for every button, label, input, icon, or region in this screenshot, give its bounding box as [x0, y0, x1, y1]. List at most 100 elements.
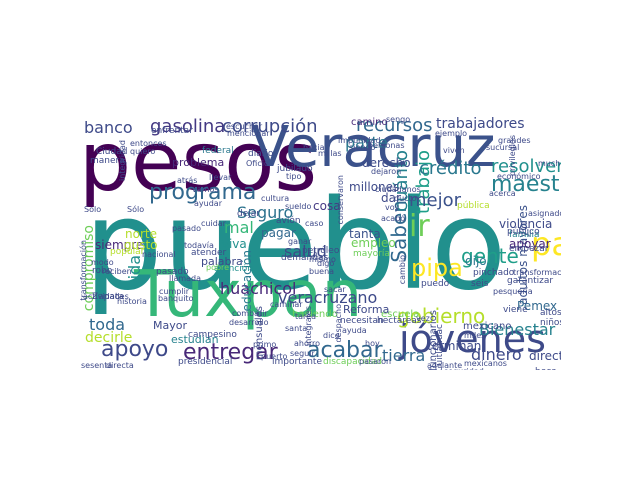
- word-oficio: Oficio: [246, 159, 269, 168]
- word-entregar: entregar: [183, 340, 278, 365]
- word-escuela: escuela: [381, 309, 420, 320]
- word-económico: económico: [497, 172, 541, 181]
- word-tipo: tipo: [286, 172, 302, 181]
- word-tierra: tierra: [382, 346, 426, 365]
- word-público: público: [507, 227, 540, 237]
- word-sólo: Sólo: [127, 205, 145, 214]
- word-trabajadores: trabajadores: [436, 116, 525, 132]
- word-impunidad: impunidad: [338, 136, 381, 145]
- word-hoy: hoy: [365, 339, 380, 348]
- word-modo: modo: [91, 258, 114, 267]
- word-veracruz: Veracruz: [251, 115, 496, 180]
- word-país: país: [531, 225, 561, 263]
- word-atención: atención: [214, 264, 253, 274]
- word-pasado: pasado: [172, 224, 202, 233]
- word-ir: ir: [409, 209, 430, 244]
- word-estudian: estudian: [171, 333, 219, 346]
- word-directa: directa: [106, 361, 134, 370]
- word-conservaron: conservaron: [336, 175, 345, 225]
- word-hacia: hacia: [303, 143, 325, 152]
- word-violencia: violencia: [499, 217, 553, 231]
- word-solo: Solo: [84, 205, 102, 214]
- word-ducto: ducto: [394, 194, 417, 203]
- word-buena: buena: [309, 267, 335, 276]
- word-ayuda: ayuda: [342, 326, 367, 335]
- word-pagar: pagar: [261, 226, 296, 240]
- word-veracruzano: veracruzano: [278, 288, 378, 307]
- word-muchas: muchas: [538, 159, 561, 168]
- word-importante: importante: [272, 357, 323, 367]
- word-director: director: [529, 349, 561, 363]
- word-discapacidad: discapacidad: [323, 357, 382, 367]
- word-apoyar: apoyar: [509, 237, 551, 251]
- word-parte: parte: [345, 133, 388, 152]
- word-maestro: maestro: [491, 172, 561, 197]
- word-puerto: puerto: [261, 352, 288, 361]
- word-pesquería: pesquería: [493, 287, 533, 296]
- word-millas: millas: [318, 149, 342, 158]
- word-actividades: actividades: [83, 292, 129, 301]
- word-voy: voy: [385, 203, 400, 212]
- word-petróleo: petróleo: [302, 246, 340, 256]
- word-pipa: pipa: [411, 254, 463, 282]
- word-huachicol: huachicol: [220, 279, 297, 298]
- word-millones: millones: [349, 180, 400, 194]
- word-viva: Viva: [221, 237, 247, 251]
- word-derecho: derecho: [362, 156, 411, 170]
- word-nacional: nacional: [142, 250, 176, 259]
- word-cambio: cambio: [398, 255, 407, 285]
- word-enfrentar: enfrentar: [151, 126, 193, 136]
- word-seis: seis: [471, 279, 489, 289]
- word-reciben: reciben: [102, 267, 132, 276]
- word-ciudad: Ciudad: [96, 147, 128, 157]
- word-mayoría: mayoría: [353, 249, 390, 259]
- word-salud: salud: [284, 242, 327, 261]
- word-gasolina: gasolina: [150, 116, 226, 137]
- word-hectáreas: hectáreas: [377, 316, 422, 326]
- word-pemex: Pemex: [517, 299, 558, 313]
- word-gobierno: gobierno: [397, 304, 486, 328]
- word-atender: atender: [191, 248, 227, 258]
- word-robo: robo: [92, 266, 113, 276]
- word-primo: primo: [253, 340, 277, 349]
- word-dinero: dinero: [471, 345, 522, 364]
- word-vamos: vamos: [192, 185, 219, 194]
- word-cultura: cultura: [261, 194, 290, 203]
- word-seguir: seguir: [290, 349, 315, 358]
- word-reforma: Reforma: [343, 303, 390, 316]
- word-federal: federal: [202, 146, 234, 156]
- word-grandes: grandes: [498, 136, 531, 145]
- word-asignado: asignado: [528, 209, 561, 218]
- word-sengo: sengo: [386, 115, 411, 124]
- word-sueldo: sueldo: [285, 202, 312, 211]
- word-crédito: crédito: [419, 158, 482, 179]
- word-caminar: caminar: [270, 300, 303, 309]
- word-quiero: quiero: [130, 147, 156, 156]
- word-integridad: integridad: [118, 140, 127, 181]
- word-cuidar: cuidar: [201, 219, 226, 228]
- word-pobre: pobre: [206, 263, 230, 272]
- word-pasaron: pasaron: [359, 357, 392, 366]
- word-acabó: acabó: [381, 214, 406, 223]
- word-caso: caso: [305, 219, 324, 228]
- word-cumplir: cumplir: [159, 287, 190, 296]
- word-altos: altos: [540, 308, 561, 318]
- word-palabra: palabra: [201, 255, 243, 268]
- word-mismo: mismo: [309, 255, 336, 264]
- word-familia: familia: [509, 230, 540, 240]
- word-apoyo: apoyo: [101, 337, 169, 362]
- word-pública: pública: [457, 201, 490, 211]
- word-seguro: Seguro: [237, 203, 294, 222]
- word-empezar: empezar: [509, 244, 549, 254]
- word-todavía: todavía: [184, 241, 214, 250]
- word-tanta: tanta: [349, 227, 381, 241]
- word-digo: digo: [317, 259, 335, 268]
- word-zapata: Zapata: [92, 292, 124, 302]
- word-puedo: puedo: [421, 279, 450, 289]
- word-camino: camino: [351, 117, 388, 128]
- word-corrupción: corrupción: [222, 116, 318, 137]
- word-combatir: combatir: [232, 309, 268, 318]
- word-adelante: adelante: [427, 361, 463, 370]
- word-siendo: siendo: [349, 143, 376, 152]
